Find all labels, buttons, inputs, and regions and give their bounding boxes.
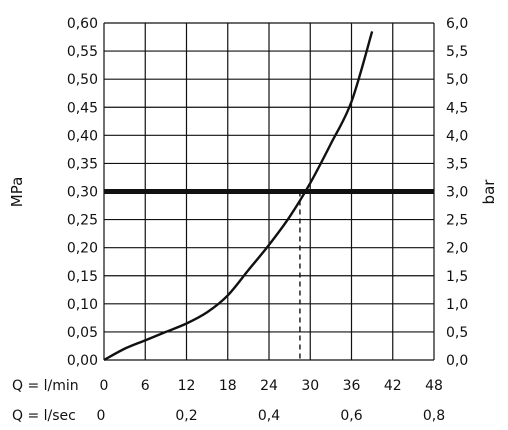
y-tick-label-right: 1,0: [446, 297, 468, 313]
y-tick-label-left: 0,00: [67, 353, 98, 369]
x-tick-label: 0,4: [258, 408, 280, 424]
y-tick-label-left: 0,30: [67, 185, 98, 201]
left-axis-title: MPa: [8, 177, 26, 208]
x-tick-label: 0,6: [340, 408, 362, 424]
y-tick-label-left: 0,50: [67, 72, 98, 88]
right-y-tick-labels: 0,0 0,5 1,0 1,5 2,0 2,5 3,0 3,5 4,0 4,5 5,0 5,5 6,0: [446, 16, 468, 369]
reference-line-group: [104, 189, 434, 360]
x-tick-label: 6: [141, 378, 150, 394]
y-tick-label-left: 0,25: [67, 213, 98, 229]
y-tick-label-left: 0,35: [67, 156, 98, 172]
y-tick-label-right: 2,0: [446, 241, 468, 257]
x-tick-label: 0,2: [175, 408, 197, 424]
y-tick-label-right: 6,0: [446, 16, 468, 32]
y-tick-label-right: 2,5: [446, 213, 468, 229]
x-tick-label: 42: [384, 378, 402, 394]
x-tick-label: 36: [343, 378, 361, 394]
y-tick-label-right: 4,0: [446, 128, 468, 144]
left-y-tick-labels: 0,00 0,05 0,10 0,15 0,20 0,25 0,30 0,35 0,40 0,45…: [67, 16, 98, 369]
x-tick-label: 24: [260, 378, 278, 394]
y-tick-label-left: 0,15: [67, 269, 98, 285]
y-tick-label-left: 0,45: [67, 100, 98, 116]
x-tick-label: 0,8: [423, 408, 445, 424]
x-tick-label: 18: [219, 378, 237, 394]
x-axes: Q = l/min 0 6 12 18 24 30 36 42 48 Q = l/sec 0 0,2 0,…: [12, 378, 445, 424]
y-tick-label-right: 3,5: [446, 156, 468, 172]
y-tick-label-right: 3,0: [446, 185, 468, 201]
y-tick-label-right: 1,5: [446, 269, 468, 285]
x-tick-label: 30: [301, 378, 319, 394]
y-tick-label-left: 0,60: [67, 16, 98, 32]
x-tick-label: 0: [97, 408, 106, 424]
y-tick-label-left: 0,05: [67, 325, 98, 341]
right-axis-title: bar: [480, 179, 498, 205]
y-tick-label-left: 0,55: [67, 44, 98, 60]
x-axis-unit-label: Q = l/min: [12, 378, 79, 394]
x-tick-label: 12: [178, 378, 196, 394]
x-axis-unit-label: Q = l/sec: [12, 408, 76, 424]
x-tick-label: 48: [425, 378, 443, 394]
flow-pressure-curve: [103, 31, 374, 362]
y-tick-label-right: 0,5: [446, 325, 468, 341]
y-tick-label-left: 0,40: [67, 128, 98, 144]
y-tick-label-right: 0,0: [446, 353, 468, 369]
y-tick-label-right: 4,5: [446, 100, 468, 116]
y-tick-label-left: 0,10: [67, 297, 98, 313]
x-tick-label: 0: [100, 378, 109, 394]
y-tick-label-right: 5,5: [446, 44, 468, 60]
y-tick-label-left: 0,20: [67, 241, 98, 257]
y-tick-label-right: 5,0: [446, 72, 468, 88]
